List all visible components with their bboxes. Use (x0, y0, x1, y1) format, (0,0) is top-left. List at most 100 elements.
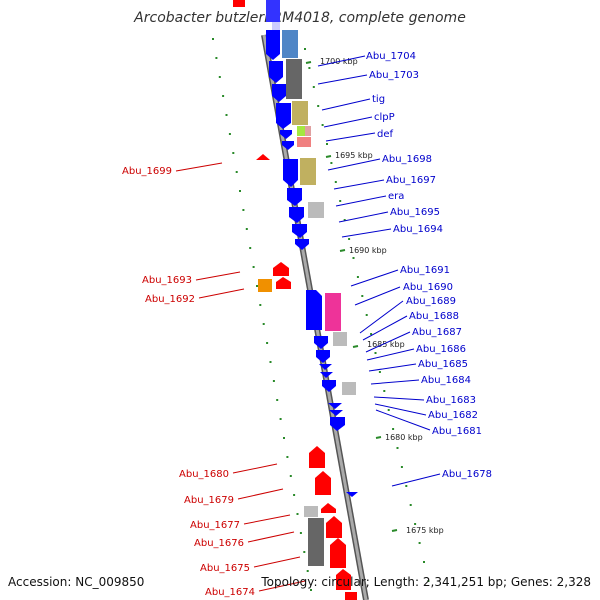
cog-box[interactable] (308, 518, 324, 566)
forward-gene-arrow[interactable] (280, 130, 292, 139)
cog-box[interactable] (282, 30, 298, 58)
gene-label-abu-1682[interactable]: Abu_1682 (428, 410, 478, 421)
tick-dot (330, 162, 333, 164)
gene-label-abu-1686[interactable]: Abu_1686 (416, 344, 466, 355)
gene-label-abu-1704[interactable]: Abu_1704 (366, 51, 416, 62)
tick-dot (310, 589, 312, 591)
gene-label-abu-1687[interactable]: Abu_1687 (412, 327, 462, 338)
tick-dot (312, 86, 315, 88)
forward-gene-arrow[interactable] (287, 188, 302, 206)
forward-gene-arrow[interactable] (320, 372, 333, 378)
tick-dot (218, 76, 221, 78)
cog-box[interactable] (304, 506, 318, 517)
cog-box[interactable] (297, 137, 311, 147)
leader-line (232, 463, 278, 474)
leader-line (370, 379, 420, 385)
gene-label-abu-1680[interactable]: Abu_1680 (179, 469, 229, 480)
forward-gene-arrow[interactable] (266, 30, 280, 60)
kbp-tick (305, 61, 312, 64)
tick-dot (272, 380, 275, 382)
gene-label-abu-1684[interactable]: Abu_1684 (421, 375, 471, 386)
reverse-gene-arrow[interactable] (345, 592, 357, 600)
gene-label-abu-1690[interactable]: Abu_1690 (403, 282, 453, 293)
kbp-tick (375, 436, 382, 439)
reverse-gene-arrow[interactable] (330, 538, 346, 568)
leader-line (321, 98, 371, 111)
gene-label-abu-1681[interactable]: Abu_1681 (432, 426, 482, 437)
gene-label-abu-1695[interactable]: Abu_1695 (390, 207, 440, 218)
kbp-label-1695: 1695 kbp (335, 151, 373, 160)
gene-label-abu-1676[interactable]: Abu_1676 (194, 538, 244, 549)
gene-label-abu-1692[interactable]: Abu_1692 (145, 294, 195, 305)
forward-gene-arrow[interactable] (322, 380, 336, 392)
gene-label-abu-1675[interactable]: Abu_1675 (200, 563, 250, 574)
tick-dot (374, 352, 377, 354)
forward-gene-arrow[interactable] (272, 84, 286, 102)
forward-gene-arrow[interactable] (316, 350, 330, 363)
gene-label-abu-1698[interactable]: Abu_1698 (382, 154, 432, 165)
cog-box[interactable] (300, 158, 316, 185)
gene-label-abu-1683[interactable]: Abu_1683 (426, 395, 476, 406)
tick-dot (256, 285, 258, 287)
gene-label-abu-1677[interactable]: Abu_1677 (190, 520, 240, 531)
tick-dot (232, 152, 235, 154)
forward-gene-arrow[interactable] (276, 103, 291, 129)
forward-gene-arrow[interactable] (328, 403, 342, 409)
forward-gene-arrow[interactable] (346, 492, 358, 497)
cog-box[interactable] (308, 202, 324, 218)
cog-box[interactable] (333, 332, 347, 346)
forward-gene-arrow[interactable] (269, 61, 283, 83)
cog-box[interactable] (342, 382, 356, 395)
kbp-label-1675: 1675 kbp (406, 526, 444, 535)
cog-box[interactable] (297, 126, 305, 136)
gene-label-tig[interactable]: tig (372, 94, 385, 105)
tick-dot (249, 247, 252, 249)
forward-gene-arrow[interactable] (283, 159, 298, 187)
gene-label-abu-1691[interactable]: Abu_1691 (400, 265, 450, 276)
kbp-label-1690: 1690 kbp (349, 246, 387, 255)
reverse-gene-arrow[interactable] (315, 471, 331, 495)
forward-gene-arrow[interactable] (329, 410, 343, 416)
reverse-gene-arrow[interactable] (309, 446, 325, 468)
gene-label-abu-1694[interactable]: Abu_1694 (393, 224, 443, 235)
gene-label-abu-1685[interactable]: Abu_1685 (418, 359, 468, 370)
tick-dot (343, 219, 346, 221)
gene-label-abu-1697[interactable]: Abu_1697 (386, 175, 436, 186)
reverse-gene-arrow[interactable] (326, 516, 342, 538)
gene-label-abu-1688[interactable]: Abu_1688 (409, 311, 459, 322)
cog-box[interactable] (286, 59, 302, 99)
forward-gene-arrow[interactable] (289, 207, 304, 223)
cog-box[interactable] (325, 293, 341, 331)
gene-label-abu-1674[interactable]: Abu_1674 (205, 587, 255, 598)
cog-box[interactable] (305, 126, 311, 136)
reverse-gene-arrow[interactable] (321, 503, 336, 513)
reverse-gene-arrow[interactable] (256, 154, 270, 160)
forward-gene-arrow[interactable] (314, 336, 328, 349)
reverse-gene-arrow[interactable] (233, 0, 245, 7)
reverse-gene-arrow[interactable] (273, 262, 289, 276)
gene-label-abu-1689[interactable]: Abu_1689 (406, 296, 456, 307)
forward-gene-arrow[interactable] (282, 141, 294, 150)
forward-gene-arrow[interactable] (295, 239, 309, 250)
reverse-gene-arrow[interactable] (276, 277, 291, 289)
gene-label-abu-1678[interactable]: Abu_1678 (442, 469, 492, 480)
tick-dot (409, 504, 412, 506)
gene-label-abu-1703[interactable]: Abu_1703 (369, 70, 419, 81)
tick-dot (387, 409, 390, 411)
gene-label-def[interactable]: def (377, 129, 394, 140)
forward-gene-arrow[interactable] (319, 364, 332, 370)
reverse-gene-labels: Abu_1699 Abu_1693 Abu_1692 Abu_1680 Abu_… (122, 162, 306, 598)
cog-box[interactable] (292, 101, 308, 125)
gene-label-clpp[interactable]: clpP (374, 112, 395, 123)
forward-gene-arrow[interactable] (330, 417, 345, 431)
gene-label-abu-1679[interactable]: Abu_1679 (184, 495, 234, 506)
tick-dot (235, 171, 238, 173)
gene-label-era[interactable]: era (388, 191, 404, 202)
forward-gene-arrow[interactable] (266, 0, 280, 22)
forward-gene-arrow[interactable] (306, 290, 322, 330)
gene-label-abu-1699[interactable]: Abu_1699 (122, 166, 172, 177)
reverse-gene-arrow[interactable] (258, 279, 272, 292)
reverse-gene-arrow[interactable] (336, 569, 351, 590)
forward-gene-arrow[interactable] (292, 224, 307, 238)
gene-label-abu-1693[interactable]: Abu_1693 (142, 275, 192, 286)
